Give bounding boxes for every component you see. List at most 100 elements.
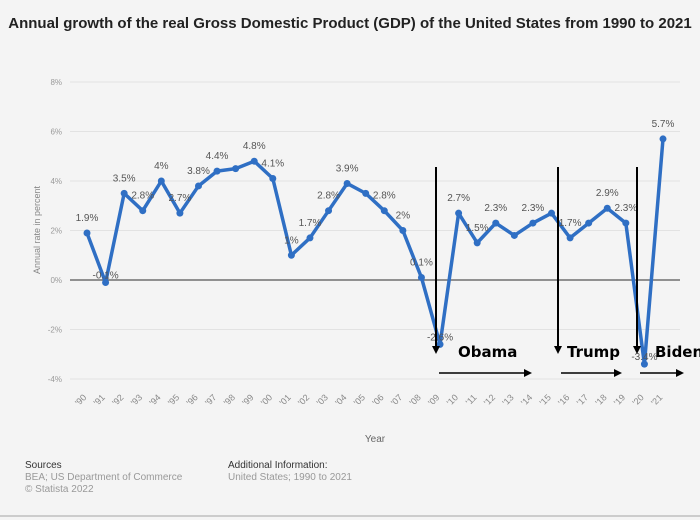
bottom-divider	[0, 515, 700, 517]
y-tick-label: -4%	[48, 375, 62, 384]
data-label: 4.8%	[243, 141, 266, 152]
sources-line: BEA; US Department of Commerce	[25, 472, 183, 483]
data-point	[343, 179, 351, 187]
x-tick-label: '94	[147, 392, 162, 407]
series-gdp-growth	[83, 135, 667, 368]
data-label: 1.5%	[466, 223, 489, 234]
era-label-obama: Obama	[458, 343, 517, 361]
data-point	[399, 227, 407, 234]
data-point	[417, 274, 425, 282]
data-point	[473, 239, 481, 247]
data-point	[380, 207, 388, 215]
x-tick-label: '01	[277, 392, 292, 407]
x-tick-label: '06	[370, 392, 385, 407]
data-label: 2.3%	[614, 203, 637, 214]
data-point	[83, 229, 91, 237]
x-tick-label: '18	[593, 392, 608, 407]
x-tick-label: '12	[482, 392, 497, 407]
data-label: 2.9%	[596, 188, 619, 199]
data-label: 1.7%	[559, 218, 582, 229]
data-point	[194, 182, 202, 190]
data-point	[287, 251, 295, 259]
data-point	[455, 209, 463, 217]
data-point	[269, 175, 277, 183]
y-tick-label: -2%	[48, 326, 62, 335]
data-label: -3.4%	[631, 352, 657, 363]
data-label: 2.7%	[169, 193, 192, 204]
data-label: 1%	[284, 235, 299, 246]
x-tick-label: '08	[407, 392, 422, 407]
data-point	[585, 219, 593, 227]
data-labels: 1.9% -0.1% 3.5% 2.8% 4% 2.7% 3.8% 4.4% 4.8% 4.1% 1…	[76, 119, 675, 363]
grid-lines	[70, 81, 680, 380]
x-tick-label: '90	[73, 392, 88, 407]
x-tick-label: '92	[110, 392, 125, 407]
x-tick-label: '00	[259, 392, 274, 407]
x-tick-label: '98	[222, 392, 237, 407]
data-point	[492, 219, 500, 227]
data-point	[213, 167, 221, 175]
data-label: 1.7%	[299, 218, 322, 229]
data-point	[622, 219, 630, 227]
x-tick-label: '14	[519, 392, 534, 407]
data-point	[139, 207, 147, 215]
data-label: 2.8%	[317, 191, 340, 202]
data-label: 1.9%	[76, 213, 99, 224]
data-point	[176, 209, 184, 217]
data-point	[659, 135, 667, 143]
data-label: 2.7%	[447, 193, 470, 204]
chart-title-text: Annual growth of the real Gross Domestic…	[8, 15, 692, 32]
data-label: 3.8%	[187, 166, 210, 177]
era-label-trump: Trump	[567, 343, 620, 361]
data-label: 4.4%	[206, 151, 229, 162]
data-label: -2.6%	[427, 332, 453, 343]
y-tick-label: 6%	[50, 128, 62, 137]
era-label-biden: Biden	[655, 343, 700, 361]
x-tick-label: '17	[575, 392, 590, 407]
data-point	[362, 189, 370, 197]
x-tick-label: '96	[185, 392, 200, 407]
additional-info-block: Additional Information: United States; 1…	[228, 460, 352, 484]
x-tick-label: '10	[445, 392, 460, 407]
data-label: 3.5%	[113, 173, 136, 184]
x-tick-label: '11	[464, 392, 479, 407]
data-label: 4.1%	[261, 159, 284, 170]
data-point	[157, 177, 165, 185]
line-chart: 8%6%4%2%0%-2%-4% '90'91'92'93'94'95'96'9…	[32, 78, 700, 445]
data-label: 2.8%	[373, 191, 396, 202]
data-label: 5.7%	[652, 119, 675, 130]
x-tick-label: '05	[352, 392, 367, 407]
data-label: 2.3%	[484, 203, 507, 214]
data-point	[548, 209, 556, 217]
y-tick-label: 0%	[50, 276, 62, 285]
x-tick-label: '95	[166, 392, 181, 407]
sources-heading: Sources	[25, 460, 62, 471]
y-tick-label: 8%	[50, 78, 62, 87]
additional-info-text: United States; 1990 to 2021	[228, 472, 352, 483]
data-label: 2%	[396, 211, 411, 222]
y-axis-label: Annual rate in percent	[32, 185, 42, 274]
x-tick-label: '20	[630, 392, 645, 407]
data-label: 3.9%	[336, 163, 359, 174]
sources-block: Sources BEA; US Department of Commerce ©…	[25, 460, 182, 496]
series-line	[85, 138, 665, 366]
data-point	[102, 278, 110, 286]
x-tick-label: '03	[315, 392, 330, 407]
x-axis-ticks: '90 '91'92 '93'94 '95 '96'97 '98'99 '00'01 '02 '…	[73, 392, 664, 407]
data-point	[529, 219, 537, 227]
data-point	[306, 234, 314, 242]
data-label: 2.8%	[131, 191, 154, 202]
data-label: 0.1%	[410, 258, 433, 269]
data-point	[325, 207, 333, 215]
data-point	[120, 189, 128, 197]
x-tick-label: '07	[389, 392, 404, 407]
x-tick-label: '21	[649, 392, 664, 407]
data-label: 4%	[154, 161, 169, 172]
copyright: © Statista 2022	[25, 484, 94, 495]
data-label: 2.3%	[522, 203, 545, 214]
x-tick-label: '93	[129, 392, 144, 407]
x-tick-label: '04	[333, 392, 348, 407]
chart-title: Annual growth of the real Gross Domestic…	[0, 12, 700, 36]
x-axis-label: Year	[365, 434, 386, 445]
x-tick-label: '02	[296, 392, 311, 407]
